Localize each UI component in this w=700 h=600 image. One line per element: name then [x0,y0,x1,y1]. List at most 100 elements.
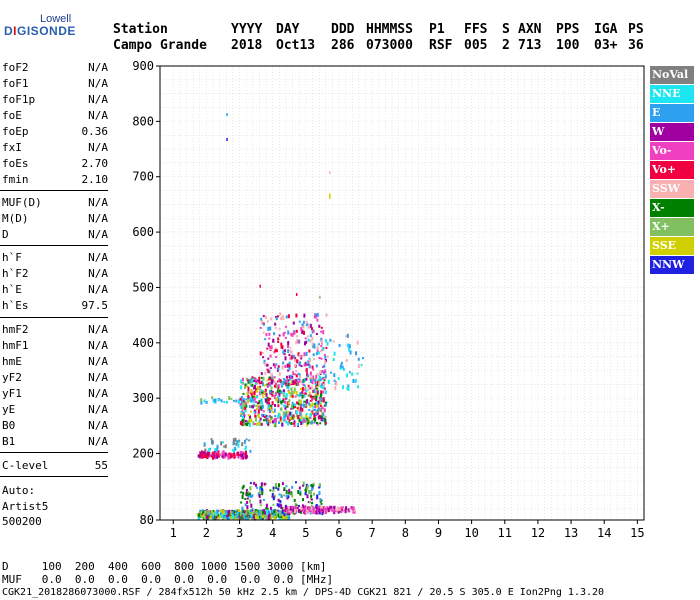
param-separator [0,190,108,191]
data-point [246,513,249,517]
data-point [246,420,249,423]
data-point [295,374,298,378]
data-point [287,381,290,383]
header-ffs-label: FFS [464,22,488,37]
data-point [259,351,262,356]
data-point [277,400,280,404]
data-point [201,514,203,517]
data-point [219,512,222,516]
data-point [282,361,285,365]
data-point [264,388,267,392]
data-point [284,396,287,400]
data-point [274,322,277,326]
data-point [309,416,312,419]
data-point [320,372,323,375]
data-point [287,421,290,426]
data-point [298,373,301,376]
data-point [278,398,281,402]
data-point [257,409,260,414]
data-point [242,484,245,488]
data-point [255,395,258,399]
data-point [316,404,319,408]
data-point [226,137,228,141]
data-point [232,511,235,516]
data-point [243,404,246,407]
data-point [316,385,319,388]
data-point [235,442,238,446]
y-axis: 80 200 300 400 500 600 700 800 900 [132,59,160,527]
data-point [290,350,293,355]
data-point [320,416,322,419]
data-point [246,455,248,458]
data-point [209,514,212,519]
data-point [255,417,257,422]
data-point [355,351,357,356]
data-point [248,492,251,497]
data-point [300,421,303,425]
data-point [289,378,292,381]
data-point [213,516,216,521]
data-point [322,370,325,375]
data-point [266,363,269,367]
data-point [309,339,312,343]
data-point [260,317,263,321]
data-point [319,393,322,398]
data-point [249,396,252,400]
param-row: h`Es 97.5 [2,299,108,312]
data-point [288,367,291,371]
data-point [304,337,307,340]
data-point [256,408,258,411]
header-hhmmss-value: 073000 [366,38,413,53]
data-point [224,510,227,513]
data-point [273,423,276,426]
data-point [264,398,267,403]
x-tick-label: 1 [170,526,177,540]
data-point [277,503,280,508]
header-station-label: Station [113,22,168,37]
data-point [282,417,285,421]
data-point [247,421,250,425]
data-point [291,493,294,498]
data-point [318,486,321,489]
data-point [279,416,282,421]
data-point [233,454,236,459]
data-point [353,508,356,512]
data-point [295,335,298,338]
data-point [297,352,300,357]
data-point [237,509,240,512]
data-point [273,376,276,379]
plot-grid [160,66,644,520]
data-point [281,381,284,386]
data-point [326,341,329,346]
data-point [287,345,289,348]
y-tick-label: 800 [132,114,154,128]
y-tick-label: 500 [132,280,154,294]
data-point [302,506,305,509]
data-point [244,422,247,426]
data-point [257,516,259,520]
data-point [244,498,247,500]
data-point [310,506,313,511]
data-point [230,511,233,515]
data-point [311,365,314,369]
data-point [265,417,268,422]
data-point [203,516,206,521]
param-row: B1 N/A [2,435,108,448]
data-point [246,385,249,388]
data-point [246,392,249,396]
data-point [258,405,261,410]
data-point [205,454,208,458]
data-point [258,376,261,381]
data-point [319,295,321,299]
data-point [318,414,321,419]
data-point [342,507,345,512]
data-point [305,413,308,416]
data-point [301,394,304,399]
y-tick-label: 900 [132,59,154,73]
data-point [254,423,256,425]
data-point [327,507,330,511]
data-point [221,514,223,519]
data-point [362,357,364,360]
data-point [276,389,279,394]
